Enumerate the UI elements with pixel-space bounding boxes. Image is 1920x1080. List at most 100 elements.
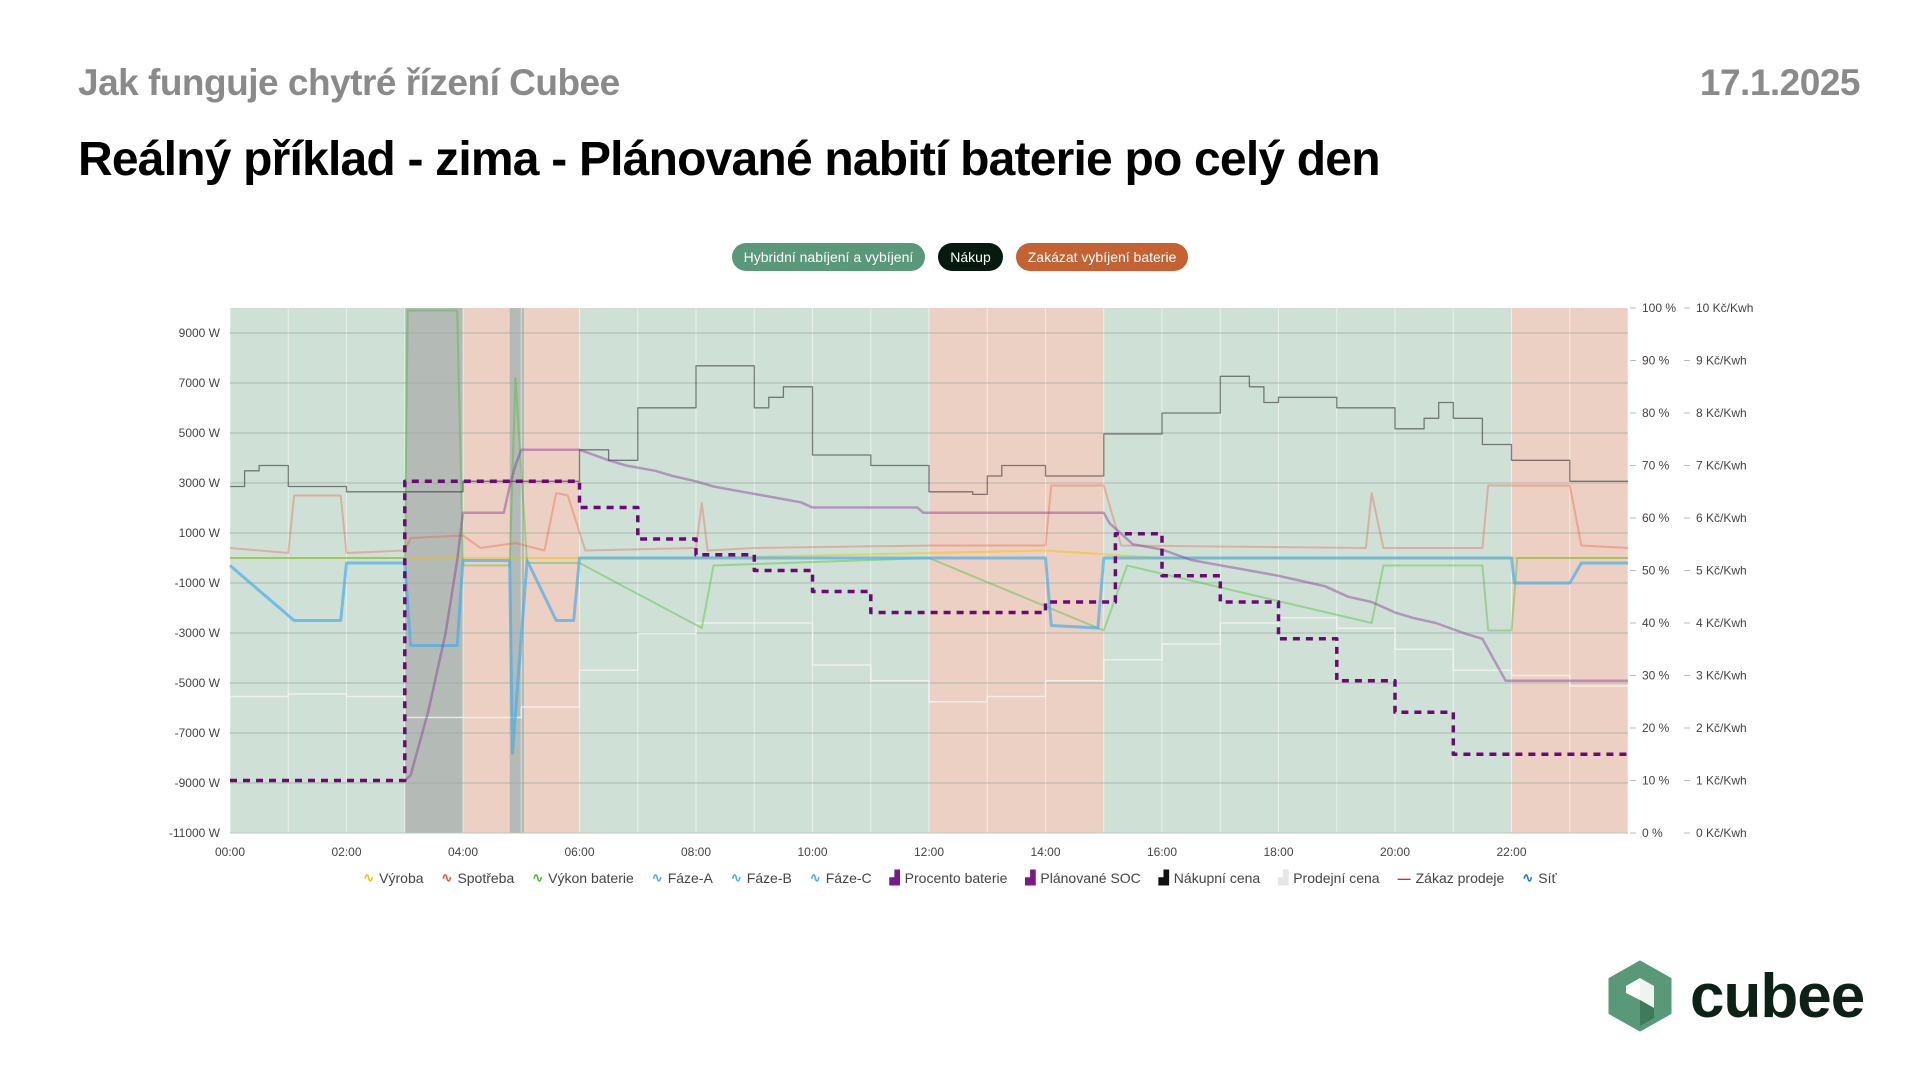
- y-tick-price: 3 Kč/Kwh: [1696, 669, 1747, 683]
- mode-band: [230, 308, 405, 833]
- wave-icon: ∿: [809, 870, 821, 885]
- legend-label: Výkon baterie: [548, 870, 634, 886]
- series-pl-novan-soc: [230, 479, 1628, 783]
- x-tick: 00:00: [215, 845, 245, 859]
- legend-item[interactable]: ∿ Výroba: [363, 870, 423, 886]
- legend-item[interactable]: — Zákaz prodeje: [1398, 870, 1505, 886]
- legend-label: Prodejní cena: [1293, 870, 1380, 886]
- y-tick-price: 4 Kč/Kwh: [1696, 616, 1747, 630]
- y-tick-left: 7000 W: [179, 376, 221, 390]
- wave-icon: ∿: [363, 870, 375, 885]
- y-tick-left: -11000 W: [169, 826, 221, 840]
- series-prodejn-cena: [230, 617, 1628, 719]
- y-tick-price: 5 Kč/Kwh: [1696, 564, 1747, 578]
- wave-icon: ∿: [441, 870, 453, 885]
- y-tick-percent: 100 %: [1642, 301, 1676, 315]
- y-tick-price: 0 Kč/Kwh: [1696, 826, 1747, 840]
- legend-label: Plánované SOC: [1040, 870, 1141, 886]
- page-title: Reálný příklad - zima - Plánované nabití…: [78, 133, 1381, 186]
- legend-item[interactable]: ∿ Síť: [1522, 870, 1556, 886]
- mode-band: [1103, 308, 1512, 833]
- x-tick: 16:00: [1147, 845, 1177, 859]
- step-icon: ▟: [1158, 870, 1169, 885]
- y-tick-left: 3000 W: [179, 476, 221, 490]
- wave-icon: ∿: [730, 870, 742, 885]
- wave-icon: ∿: [532, 870, 544, 885]
- x-tick: 06:00: [564, 845, 594, 859]
- x-tick: 04:00: [448, 845, 478, 859]
- y-tick-price: 8 Kč/Kwh: [1696, 406, 1747, 420]
- y-tick-price: 6 Kč/Kwh: [1696, 511, 1747, 525]
- mode-badge-hybrid: Hybridní nabíjení a vybíjení: [731, 243, 926, 271]
- y-tick-left: -5000 W: [175, 676, 221, 690]
- mode-band: [404, 308, 463, 833]
- legend-label: Nákupní cena: [1173, 870, 1261, 886]
- y-tick-percent: 40 %: [1642, 616, 1670, 630]
- legend-label: Fáze-A: [667, 870, 713, 886]
- legend-item[interactable]: ∿ Fáze-B: [731, 870, 792, 886]
- legend-label: Fáze-C: [825, 870, 872, 886]
- y-tick-price: 9 Kč/Kwh: [1696, 354, 1747, 368]
- legend-label: Procento baterie: [904, 870, 1008, 886]
- y-tick-percent: 20 %: [1642, 721, 1670, 735]
- y-tick-price: 1 Kč/Kwh: [1696, 774, 1747, 788]
- y-tick-left: -3000 W: [175, 626, 221, 640]
- y-tick-percent: 80 %: [1642, 406, 1670, 420]
- y-tick-left: 5000 W: [179, 426, 221, 440]
- legend-item[interactable]: ▟ Prodejní cena: [1278, 870, 1379, 886]
- mode-badge-discharge-disabled: Zakázat vybíjení baterie: [1015, 243, 1189, 271]
- y-tick-percent: 10 %: [1642, 774, 1670, 788]
- y-tick-price: 2 Kč/Kwh: [1696, 721, 1747, 735]
- legend-item[interactable]: ▟ Nákupní cena: [1159, 870, 1260, 886]
- mode-band: [929, 308, 1104, 833]
- y-tick-percent: 70 %: [1642, 459, 1670, 473]
- x-tick: 18:00: [1263, 845, 1293, 859]
- step-icon: ▟: [889, 870, 900, 885]
- legend-item[interactable]: ▟ Procento baterie: [890, 870, 1008, 886]
- legend-item[interactable]: ∿ Spotřeba: [442, 870, 515, 886]
- legend-label: Fáze-B: [746, 870, 792, 886]
- y-tick-price: 7 Kč/Kwh: [1696, 459, 1747, 473]
- series-f-ze-a-b-c: [229, 556, 1628, 755]
- line-icon: —: [1397, 870, 1411, 886]
- legend-label: Zákaz prodeje: [1415, 870, 1505, 886]
- x-tick: 22:00: [1496, 845, 1526, 859]
- cubee-logo: cubee: [1608, 960, 1865, 1032]
- wave-icon: ∿: [1522, 870, 1534, 885]
- step-icon: ▟: [1278, 870, 1289, 885]
- cube-logo-icon: [1608, 960, 1672, 1032]
- legend-item[interactable]: ∿ Výkon baterie: [532, 870, 634, 886]
- y-tick-percent: 0 %: [1642, 826, 1663, 840]
- y-tick-left: -9000 W: [175, 776, 221, 790]
- step-icon: ▟: [1025, 870, 1036, 885]
- chart-series: [229, 309, 1629, 783]
- x-tick: 20:00: [1380, 845, 1410, 859]
- x-tick: 14:00: [1030, 845, 1060, 859]
- presentation-date: 17.1.2025: [1699, 62, 1861, 103]
- series-v-kon-baterie: [230, 309, 1628, 632]
- x-tick: 10:00: [797, 845, 827, 859]
- legend-item[interactable]: ▟ Plánované SOC: [1025, 870, 1140, 886]
- y-tick-left: 9000 W: [179, 326, 221, 340]
- mode-band: [509, 308, 525, 833]
- mode-legend: Hybridní nabíjení a vybíjení Nákup Zakáz…: [0, 243, 1920, 271]
- y-tick-left: -7000 W: [175, 726, 221, 740]
- y-tick-percent: 30 %: [1642, 669, 1670, 683]
- mode-badge-purchase: Nákup: [938, 243, 1003, 271]
- series-legend: ∿ Výroba ∿ Spotřeba ∿ Výkon baterie ∿ Fáze-A ∿ Fá…: [0, 870, 1920, 886]
- chart-axes: 9000 W 7000 W 5000 W 3000 W 1000 W -1000 W -30…: [169, 301, 1754, 859]
- y-tick-percent: 60 %: [1642, 511, 1670, 525]
- x-tick: 12:00: [914, 845, 944, 859]
- y-tick-percent: 90 %: [1642, 354, 1670, 368]
- legend-item[interactable]: ∿ Fáze-C: [810, 870, 872, 886]
- legend-label: Spotřeba: [457, 870, 515, 886]
- logo-text: cubee: [1690, 961, 1865, 1031]
- wave-icon: ∿: [651, 870, 663, 885]
- presentation-subtitle: Jak funguje chytré řízení Cubee: [78, 62, 620, 103]
- y-tick-left: -1000 W: [175, 576, 221, 590]
- x-tick: 08:00: [681, 845, 711, 859]
- series-procento-baterie: [403, 448, 1628, 782]
- y-tick-left: 1000 W: [179, 526, 221, 540]
- legend-item[interactable]: ∿ Fáze-A: [652, 870, 713, 886]
